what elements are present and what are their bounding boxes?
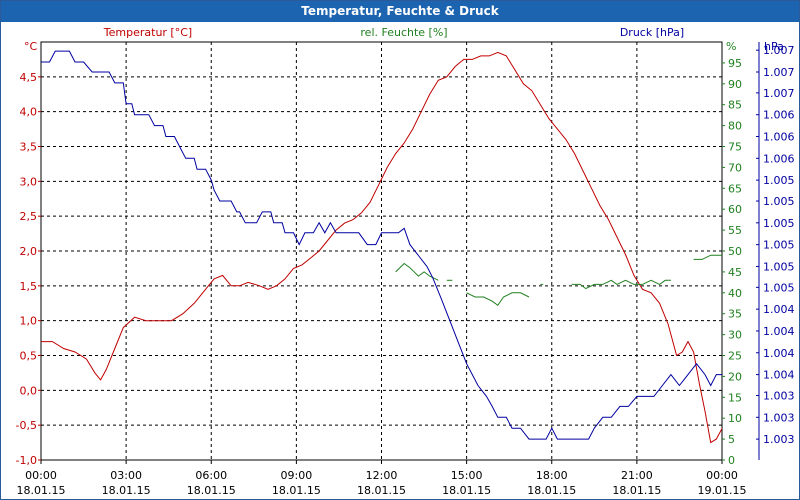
humidity-tick-label: 5 <box>728 433 735 446</box>
pressure-tick-label: 1.003 <box>763 389 795 402</box>
temperature-tick-label: -0,5 <box>16 419 37 432</box>
x-tick-label-time: 03:00 <box>110 469 142 482</box>
pressure-tick-label: 1.007 <box>763 66 795 79</box>
pressure-axis-label: Druck [hPa] <box>620 26 684 39</box>
humidity-tick-label: 55 <box>728 224 742 237</box>
pressure-tick-label: 1.007 <box>763 87 795 100</box>
humidity-unit-label: % <box>726 40 736 53</box>
humidity-tick-label: 95 <box>728 57 742 70</box>
pressure-tick-label: 1.003 <box>763 411 795 424</box>
x-tick-label-time: 21:00 <box>621 469 653 482</box>
pressure-tick-label: 1.006 <box>763 109 795 122</box>
humidity-line-segment <box>466 292 530 307</box>
pressure-tick-label: 1.004 <box>763 303 795 316</box>
temperature-tick-label: -1,0 <box>16 454 37 467</box>
x-tick-label-date: 19.01.15 <box>698 484 747 497</box>
humidity-tick-label: 60 <box>728 203 742 216</box>
x-tick-label-date: 18.01.15 <box>187 484 236 497</box>
series-pressure <box>41 50 722 440</box>
pressure-tick-label: 1.003 <box>763 433 795 446</box>
x-tick-label-date: 18.01.15 <box>527 484 576 497</box>
humidity-tick-label: 25 <box>728 350 742 363</box>
humidity-tick-label: 45 <box>728 266 742 279</box>
humidity-line-segment <box>571 279 671 290</box>
pressure-tick-label: 1.007 <box>763 44 795 57</box>
x-tick-label-time: 00:00 <box>25 469 57 482</box>
temperature-unit-label: °C <box>24 40 38 53</box>
humidity-tick-label: 70 <box>728 161 742 174</box>
x-tick-label-date: 18.01.15 <box>357 484 406 497</box>
humidity-tick-label: 40 <box>728 287 742 300</box>
humidity-tick-label: 20 <box>728 370 742 383</box>
x-tick-label-time: 12:00 <box>366 469 398 482</box>
pressure-tick-label: 1.005 <box>763 195 795 208</box>
humidity-tick-label: 90 <box>728 78 742 91</box>
temperature-tick-label: 1,5 <box>20 280 38 293</box>
temperature-tick-label: 2,5 <box>20 210 38 223</box>
pressure-tick-label: 1.005 <box>763 174 795 187</box>
pressure-tick-label: 1.006 <box>763 152 795 165</box>
humidity-tick-label: 35 <box>728 308 742 321</box>
temperature-tick-label: 1,0 <box>20 315 38 328</box>
humidity-tick-label: 75 <box>728 141 742 154</box>
temperature-tick-label: 3,0 <box>20 175 38 188</box>
temperature-tick-label: 4,0 <box>20 106 38 119</box>
x-tick-label-date: 18.01.15 <box>102 484 151 497</box>
humidity-tick-label: 80 <box>728 120 742 133</box>
pressure-tick-label: 1.005 <box>763 260 795 273</box>
humidity-tick-label: 65 <box>728 182 742 195</box>
series-layer <box>41 50 722 444</box>
pressure-tick-label: 1.004 <box>763 347 795 360</box>
pressure-tick-label: 1.005 <box>763 217 795 230</box>
x-tick-label-date: 18.01.15 <box>272 484 321 497</box>
series-temperature <box>41 51 722 444</box>
pressure-tick-label: 1.004 <box>763 325 795 338</box>
humidity-tick-label: 85 <box>728 99 742 112</box>
temperature-tick-label: 0,0 <box>20 384 38 397</box>
humidity-tick-label: 50 <box>728 245 742 258</box>
pressure-unit-label: hPa <box>764 40 784 53</box>
x-tick-label-time: 15:00 <box>451 469 483 482</box>
x-tick-label-time: 18:00 <box>536 469 568 482</box>
humidity-axis-label: rel. Feuchte [%] <box>360 26 447 39</box>
x-tick-label-time: 00:00 <box>706 469 738 482</box>
series-humidity <box>395 254 722 307</box>
temperature-tick-label: 0,5 <box>20 350 38 363</box>
humidity-tick-label: 0 <box>728 454 735 467</box>
temperature-axis-label: Temperatur [°C] <box>103 26 192 39</box>
humidity-line-segment <box>395 262 439 281</box>
humidity-line-segment <box>693 254 722 260</box>
temperature-line <box>41 51 722 444</box>
pressure-tick-label: 1.006 <box>763 131 795 144</box>
axis-layer: 00:00 18.01.15 03:00 18.01.15 06:00 18.01.15 0… <box>16 42 795 497</box>
pressure-tick-label: 1.004 <box>763 369 795 382</box>
temperature-tick-label: 4,5 <box>20 71 38 84</box>
x-tick-label-time: 09:00 <box>281 469 313 482</box>
humidity-tick-label: 10 <box>728 412 742 425</box>
x-tick-label-date: 18.01.15 <box>612 484 661 497</box>
pressure-tick-label: 1.005 <box>763 239 795 252</box>
temperature-tick-label: 2,0 <box>20 245 38 258</box>
x-tick-label-time: 06:00 <box>195 469 227 482</box>
grid-layer <box>40 41 723 461</box>
humidity-tick-label: 15 <box>728 391 742 404</box>
x-tick-label-date: 18.01.15 <box>442 484 491 497</box>
humidity-tick-label: 30 <box>728 329 742 342</box>
pressure-line <box>41 50 722 440</box>
temperature-tick-label: 3,5 <box>20 141 38 154</box>
x-tick-label-date: 18.01.15 <box>17 484 66 497</box>
window-title: Temperatur, Feuchte & Druck <box>1 1 799 22</box>
pressure-tick-label: 1.005 <box>763 281 795 294</box>
